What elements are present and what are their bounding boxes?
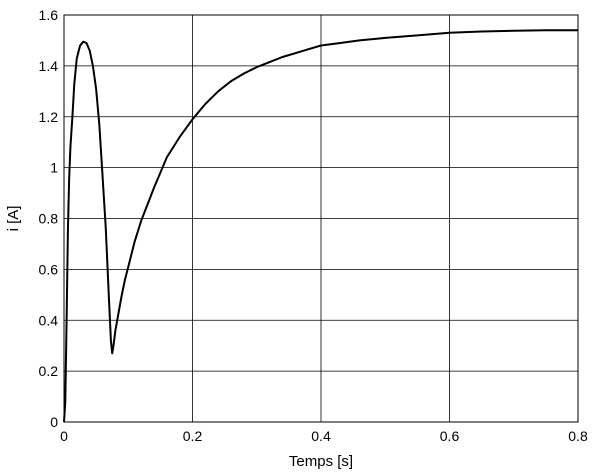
- y-tick-label: 1.6: [39, 7, 59, 23]
- y-tick-label: 0: [50, 414, 58, 430]
- x-tick-label: 0.4: [311, 428, 331, 444]
- y-tick-label: 0.6: [39, 261, 59, 277]
- y-tick-label: 0.8: [39, 211, 59, 227]
- y-axis-label: i [A]: [5, 206, 22, 232]
- y-tick-label: 1: [50, 160, 58, 176]
- plot-frame: [63, 14, 579, 423]
- x-axis-label: Temps [s]: [289, 453, 353, 470]
- y-tick-labels: 0 0.2 0.4 0.6 0.8 1 1.2 1.4 1.6: [39, 7, 59, 430]
- y-tick-label: 1.2: [39, 109, 59, 125]
- y-tick-label: 1.4: [39, 58, 59, 74]
- x-tick-label: 0.6: [440, 428, 460, 444]
- y-tick-label: 0.2: [39, 363, 59, 379]
- x-tick-label: 0.2: [183, 428, 203, 444]
- x-tick-label: 0: [60, 428, 68, 444]
- series-line-current: [63, 29, 578, 423]
- x-tick-labels: 0 0.2 0.4 0.6 0.8: [60, 428, 588, 444]
- x-tick-label: 0.8: [568, 428, 588, 444]
- y-tick-label: 0.4: [39, 312, 59, 328]
